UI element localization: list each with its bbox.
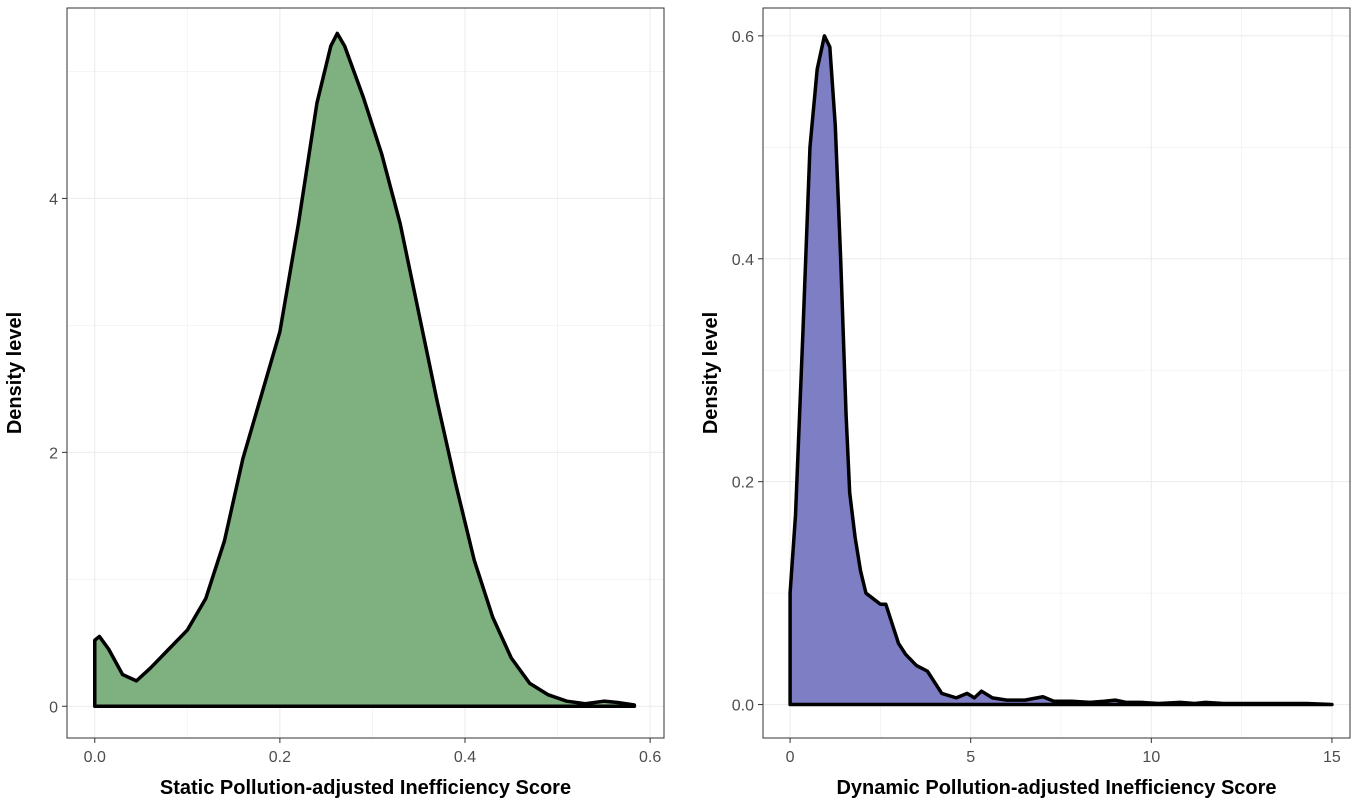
- x-tick-label: 10: [1142, 749, 1160, 766]
- panel-border: [762, 7, 1351, 739]
- x-tick-label: 0.6: [639, 749, 661, 766]
- y-tick-label: 0.4: [732, 252, 754, 269]
- y-tick-label: 0.0: [732, 698, 754, 715]
- x-tick-label: 0: [786, 749, 795, 766]
- x-tick-label: 0.0: [84, 749, 106, 766]
- x-tick-label: 15: [1323, 749, 1341, 766]
- y-tick-label: 0.2: [732, 475, 754, 492]
- x-tick-label: 0.4: [454, 749, 476, 766]
- dynamic-x-axis-title: Dynamic Pollution-adjusted Inefficiency …: [836, 777, 1276, 799]
- dynamic-y-axis-title: Density level: [700, 312, 722, 434]
- y-tick-label: 2: [49, 445, 58, 462]
- y-tick-label: 0.6: [732, 29, 754, 46]
- dynamic-density-area: [788, 34, 1334, 707]
- static-x-axis-title: Static Pollution-adjusted Inefficiency S…: [160, 777, 571, 799]
- static-density-area: [93, 31, 637, 709]
- panel-border: [66, 7, 665, 739]
- y-tick-label: 4: [49, 191, 58, 208]
- y-tick-label: 0: [49, 699, 58, 716]
- static-y-axis-title: Density level: [4, 312, 26, 434]
- x-tick-label: 0.2: [269, 749, 291, 766]
- dynamic-density-panel: 0 5 10 15 0.0 0.2 0.4 0.6 Dynamic Pollution-adju…: [700, 7, 1351, 799]
- static-density-panel: 0.0 0.2 0.4 0.6 0 2 4 Static Pollution-adjusted…: [4, 7, 665, 799]
- x-tick-label: 5: [966, 749, 975, 766]
